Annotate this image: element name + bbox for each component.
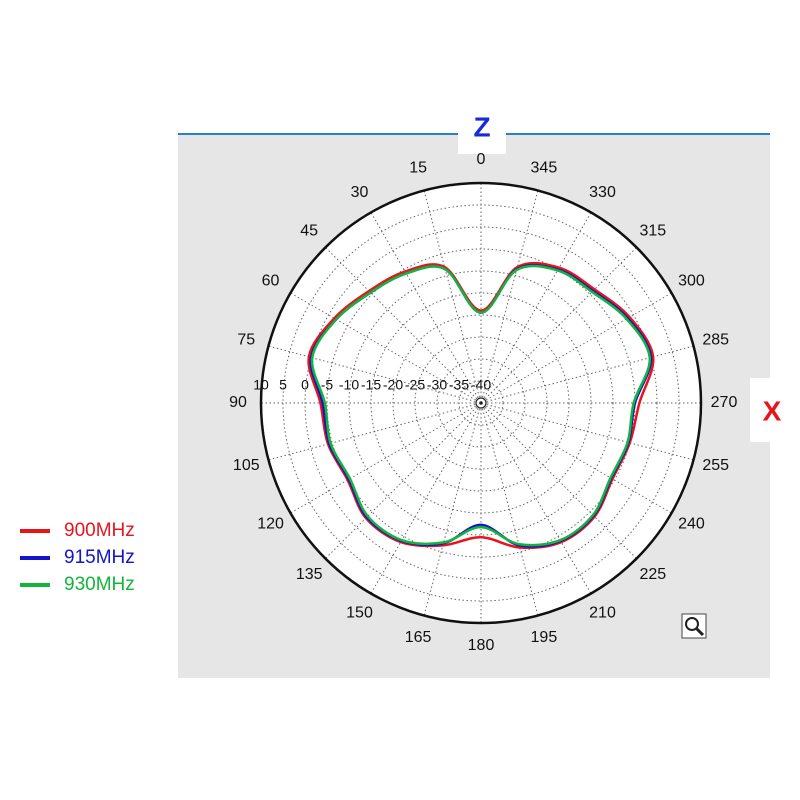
zoom-handle[interactable] bbox=[694, 626, 705, 637]
angle-tick-label: 210 bbox=[589, 605, 616, 622]
angle-tick-label: 165 bbox=[405, 629, 432, 646]
angle-tick-label: 75 bbox=[237, 331, 255, 348]
radial-tick-label: 5 bbox=[279, 377, 287, 393]
angle-tick-label: 240 bbox=[678, 516, 705, 533]
angle-tick-label: 0 bbox=[477, 151, 486, 168]
radial-tick-label: 0 bbox=[301, 377, 309, 393]
outer-ring bbox=[259, 181, 703, 625]
legend-label: 930MHz bbox=[64, 574, 135, 595]
legend-label: 915MHz bbox=[64, 547, 135, 568]
angle-tick-label: 195 bbox=[531, 629, 558, 646]
grid-ring bbox=[304, 226, 658, 580]
grid-ring bbox=[436, 358, 526, 448]
zoom-lens[interactable] bbox=[685, 617, 699, 631]
angle-tick-label: 105 bbox=[233, 457, 260, 474]
radial-tick-label: -10 bbox=[339, 377, 359, 393]
angle-tick-label: 45 bbox=[300, 222, 318, 239]
center-mark bbox=[475, 397, 487, 409]
angle-tick-label: 345 bbox=[531, 159, 558, 176]
angle-tick-label: 315 bbox=[639, 222, 666, 239]
center-dot bbox=[479, 401, 483, 405]
angle-tick-label: 60 bbox=[262, 273, 280, 290]
radial-tick-label: -35 bbox=[449, 377, 469, 393]
angle-tick-label: 270 bbox=[711, 394, 738, 411]
angle-tick-label: 30 bbox=[351, 184, 369, 201]
grid-ring bbox=[392, 314, 570, 492]
radial-tick-label: -40 bbox=[471, 377, 491, 393]
pattern-line bbox=[310, 264, 651, 547]
angle-tick-label: 225 bbox=[639, 566, 666, 583]
angle-tick-label: 150 bbox=[346, 605, 373, 622]
legend-label: 900MHz bbox=[64, 520, 135, 541]
grid-ring bbox=[348, 270, 614, 536]
angle-tick-label: 15 bbox=[409, 159, 427, 176]
angle-tick-label: 300 bbox=[678, 273, 705, 290]
x-label-box bbox=[750, 378, 800, 442]
radial-tick-label: -15 bbox=[361, 377, 381, 393]
angle-tick-label: 90 bbox=[229, 394, 247, 411]
radial-tick-label: -30 bbox=[427, 377, 447, 393]
angle-tick-label: 255 bbox=[702, 457, 729, 474]
angle-tick-label: 120 bbox=[257, 516, 284, 533]
radial-tick-label: 10 bbox=[253, 377, 269, 393]
angle-tick-label: 180 bbox=[468, 637, 495, 654]
radial-tick-label: -20 bbox=[383, 377, 403, 393]
angle-tick-label: 135 bbox=[296, 566, 323, 583]
z-label-box bbox=[458, 108, 506, 154]
angle-tick-label: 285 bbox=[702, 331, 729, 348]
x-label: X bbox=[763, 395, 782, 426]
radial-tick-label: -25 bbox=[405, 377, 425, 393]
zoom-icon[interactable] bbox=[681, 613, 707, 639]
angle-tick-label: 330 bbox=[589, 184, 616, 201]
pattern-line bbox=[307, 261, 655, 549]
z-label: Z bbox=[473, 111, 490, 142]
radial-tick-label: -5 bbox=[321, 377, 334, 393]
